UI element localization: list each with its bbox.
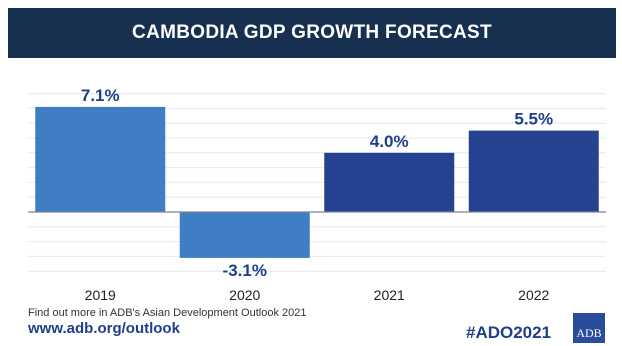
bar-2021 [324,152,455,212]
adb-logo: ADB [573,313,605,343]
bar-2022 [468,130,599,212]
footer-info: Find out more in ADB's Asian Development… [28,306,306,338]
x-tick-label: 2021 [374,287,405,303]
x-tick-label: 2022 [518,287,549,303]
bar-2019 [35,106,166,212]
data-label-2021: 4.0% [370,132,409,151]
hashtag: #ADO2021 [466,323,552,342]
footer-note: Find out more in ADB's Asian Development… [28,307,307,319]
data-label-2022: 5.5% [514,110,553,129]
x-tick-label: 2020 [229,287,260,303]
chart-title: CAMBODIA GDP GROWTH FORECAST [132,22,492,43]
bar-chart: 7.1% 2019 -3.1% 2020 4.0% 2021 5.5% 2022 [28,86,606,303]
footer-link[interactable]: www.adb.org/outlook [28,320,180,337]
bar-2020 [179,212,310,258]
title-banner: CAMBODIA GDP GROWTH FORECAST [8,8,616,58]
data-label-2020: -3.1% [223,261,267,280]
data-label-2019: 7.1% [81,86,120,105]
x-tick-label: 2019 [85,287,116,303]
